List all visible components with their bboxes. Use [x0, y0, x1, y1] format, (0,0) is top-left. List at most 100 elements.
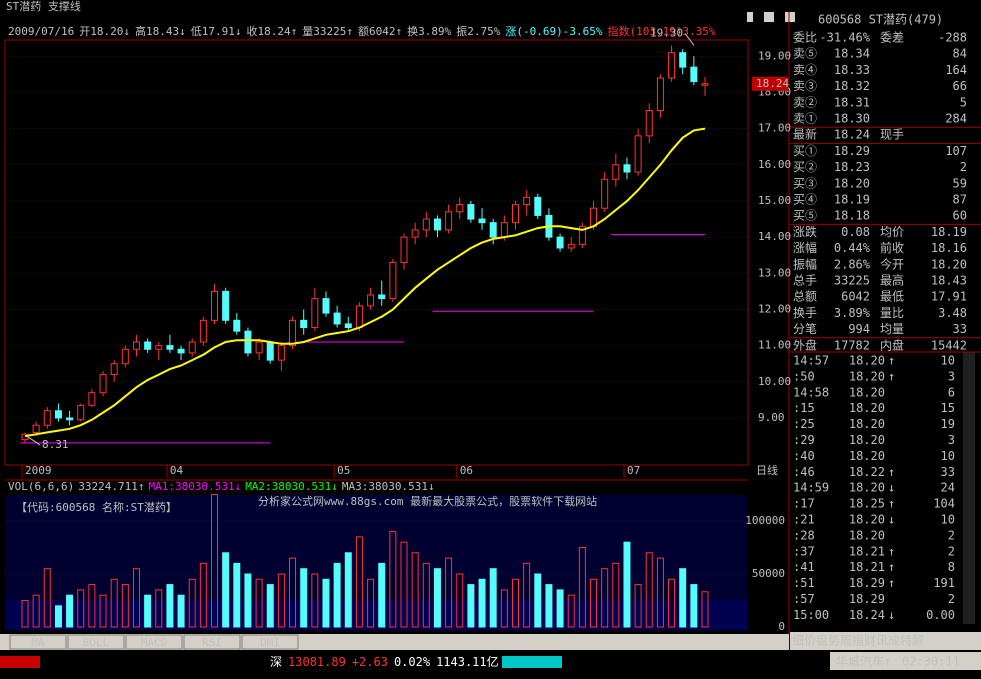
volume-bar: [99, 594, 107, 628]
candle-body: [233, 319, 241, 332]
trade-volume: 2: [948, 528, 955, 542]
volume-bar: [322, 578, 330, 628]
y-tick-label: 16.00: [758, 158, 791, 171]
candle-body: [601, 178, 609, 209]
tab[interactable]: [125, 634, 183, 650]
trade-price: 18.20: [849, 433, 885, 447]
info-item: 高18.43↓: [135, 24, 186, 38]
trade-time: :57: [793, 592, 815, 606]
trade-volume: 19: [941, 417, 955, 431]
x-tick-label: 07: [627, 464, 640, 477]
candle-body: [211, 290, 219, 321]
field-label: 分笔: [793, 321, 817, 336]
volume-bar: [668, 578, 676, 628]
trade-volume: 33: [941, 465, 955, 479]
field-label: 最高: [880, 273, 904, 288]
tab-label[interactable]: BOLL: [83, 636, 110, 649]
ticker-bar: [830, 652, 981, 670]
trade-price: 18.20: [849, 449, 885, 463]
trade-time: :51: [793, 576, 815, 590]
volume-bar: [545, 584, 553, 628]
volume-bar: [601, 568, 609, 628]
tab[interactable]: [67, 634, 125, 650]
tab-label[interactable]: RSI: [202, 636, 222, 649]
volume-bar: [144, 594, 152, 628]
book-price: 18.34: [834, 47, 870, 61]
candle-body: [222, 290, 230, 321]
trade-time: 14:58: [793, 385, 829, 399]
candle-body: [634, 135, 642, 173]
info-item: 振2.75%: [456, 24, 500, 38]
candle-body: [400, 236, 408, 263]
volume-bar: [255, 578, 263, 628]
candle-body: [54, 410, 62, 419]
candle-body: [578, 225, 586, 245]
trade-price: 18.21: [849, 544, 885, 558]
candle-body: [556, 236, 564, 249]
trade-volume: 24: [941, 481, 955, 495]
clock: 02:30:11: [902, 655, 960, 669]
quote-menu[interactable]: 细价盘势周指财讯成特解: [792, 633, 924, 648]
trade-arrow: ↓: [888, 513, 895, 527]
trade-arrow: ↑: [888, 354, 895, 368]
candle-body: [188, 341, 196, 354]
candle-body: [121, 348, 129, 365]
candle-body: [289, 319, 297, 347]
trade-time: :50: [793, 369, 815, 383]
trade-arrow: ↓: [888, 608, 895, 622]
high-mark-line: [684, 33, 695, 46]
tab-label[interactable]: MACD: [141, 636, 168, 649]
trade-volume: 191: [933, 576, 955, 590]
candle-body: [467, 204, 475, 220]
volume-bar: [433, 568, 441, 628]
candle-body: [511, 204, 519, 224]
volume-bar: [567, 594, 575, 628]
volume-bar: [422, 562, 430, 628]
volume-bar: [244, 573, 252, 628]
tab[interactable]: [9, 634, 67, 650]
field-label: 最新: [793, 127, 817, 142]
trade-volume: 10: [941, 513, 955, 527]
book-volume: 87: [953, 193, 967, 207]
field-label: 内盘: [880, 337, 904, 352]
volume-bar: [367, 578, 375, 628]
candle-body: [155, 345, 163, 350]
volume-bar: [333, 562, 341, 628]
volume-header-item: MA2:38030.531↓: [245, 480, 338, 493]
trade-arrow: ↑: [888, 369, 895, 383]
book-label: 买④: [793, 193, 817, 207]
volume-bar: [656, 557, 664, 628]
window-title: ST潜药 支撑线: [6, 0, 81, 13]
trade-volume: 2: [948, 544, 955, 558]
book-price: 18.30: [834, 112, 870, 126]
volume-bar: [300, 568, 308, 628]
volume-bar: [523, 562, 531, 628]
field-value: 3.48: [938, 306, 967, 320]
quote-panel: 600568 ST潜药(479)委比 -31.46% 委差 -288 卖⑤ 18.34 84…: [790, 13, 981, 669]
candle-body: [311, 298, 319, 329]
tab[interactable]: [241, 634, 299, 650]
field-value: 17.91: [931, 290, 967, 304]
volume-bar: [478, 578, 486, 628]
candle-body: [99, 374, 107, 394]
candle-body: [88, 392, 96, 406]
status-line: 深 13081.89 +2.63 0.02% 1143.11亿: [270, 654, 499, 669]
volume-bar: [645, 552, 653, 628]
volume-bar: [500, 589, 508, 628]
tab[interactable]: [183, 634, 241, 650]
book-volume: 107: [945, 144, 967, 158]
trade-price: 18.20: [849, 417, 885, 431]
tab-label[interactable]: MA: [31, 636, 45, 649]
tab-label[interactable]: DMI: [260, 636, 280, 649]
book-price: 18.31: [834, 95, 870, 109]
book-price: 18.29: [834, 144, 870, 158]
volume-bar: [54, 605, 62, 628]
volume-bar: [456, 573, 464, 628]
scrollbar[interactable]: [963, 352, 975, 624]
trade-price: 18.20: [849, 528, 885, 542]
ma-line: [24, 127, 706, 438]
field-label: 最低: [880, 290, 904, 304]
trade-time: 14:59: [793, 481, 829, 495]
y-tick-label: 17.00: [758, 122, 791, 135]
